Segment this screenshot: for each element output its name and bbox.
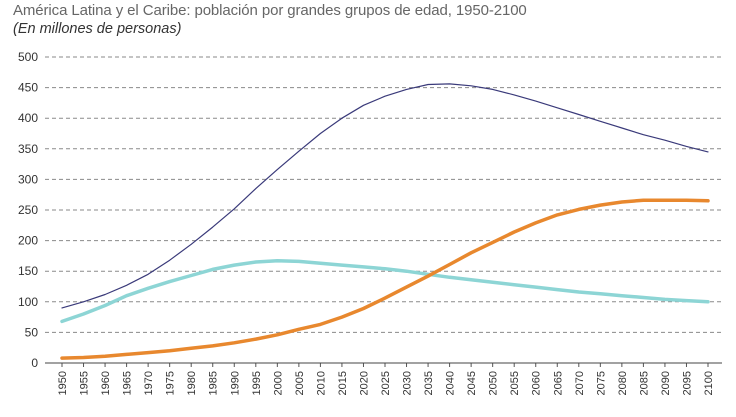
x-tick-label: 2030 xyxy=(402,371,414,395)
x-tick-label: 2025 xyxy=(380,371,392,395)
x-tick-label: 2075 xyxy=(595,371,607,395)
y-tick-label: 150 xyxy=(18,264,38,278)
x-tick-label: 1980 xyxy=(186,371,198,395)
x-tick-label: 2065 xyxy=(552,371,564,395)
series-line-1 xyxy=(61,83,709,309)
x-tick-label: 2060 xyxy=(531,371,543,395)
y-tick-label: 100 xyxy=(18,295,38,309)
chart-title: América Latina y el Caribe: población po… xyxy=(13,2,527,19)
y-axis-ticks: 0 50 100 150 200 250 300 350 400 450 500 xyxy=(18,50,38,370)
series-group xyxy=(60,83,710,360)
x-tick-label: 2005 xyxy=(294,371,306,395)
x-tick-label: 1955 xyxy=(79,371,91,395)
x-tick-label: 1965 xyxy=(122,371,134,395)
x-tick-label: 2035 xyxy=(423,371,435,395)
x-tick-label: 2070 xyxy=(574,371,586,395)
x-tick-label: 2010 xyxy=(315,371,327,395)
y-tick-label: 450 xyxy=(18,81,38,95)
x-tick-label: 2085 xyxy=(638,371,650,395)
y-tick-label: 400 xyxy=(18,111,38,125)
y-tick-label: 50 xyxy=(25,325,39,339)
y-tick-label: 250 xyxy=(18,203,38,217)
x-tick-label: 2045 xyxy=(466,371,478,395)
y-tick-label: 500 xyxy=(18,50,38,64)
chart-subtitle: (En millones de personas) xyxy=(13,21,182,37)
y-tick-label: 300 xyxy=(18,172,38,186)
x-tick-label: 2095 xyxy=(681,371,693,395)
x-tick-label: 1950 xyxy=(57,371,69,395)
y-tick-label: 200 xyxy=(18,234,38,248)
x-tick-label: 2040 xyxy=(445,371,457,395)
x-tick-label: 2090 xyxy=(660,371,672,395)
series-line-2 xyxy=(60,259,710,324)
x-tick-label: 1975 xyxy=(165,371,177,395)
x-axis-ticks: 1950 1955 1960 1965 1970 1975 1980 1985 1990 1995… xyxy=(57,363,715,395)
x-tick-label: 2015 xyxy=(337,371,349,395)
x-tick-label: 1970 xyxy=(143,371,155,395)
grid xyxy=(45,56,722,333)
x-tick-label: 2080 xyxy=(617,371,629,395)
x-tick-label: 1985 xyxy=(208,371,220,395)
series-line-3 xyxy=(60,198,710,360)
x-tick-label: 2000 xyxy=(272,371,284,395)
y-tick-label: 350 xyxy=(18,142,38,156)
x-tick-label: 2050 xyxy=(488,371,500,395)
x-tick-label: 2100 xyxy=(703,371,715,395)
x-tick-label: 2055 xyxy=(509,371,521,395)
x-tick-label: 2020 xyxy=(358,371,370,395)
x-tick-label: 1990 xyxy=(229,371,241,395)
x-tick-label: 1960 xyxy=(100,371,112,395)
x-tick-label: 1995 xyxy=(251,371,263,395)
y-tick-label: 0 xyxy=(31,356,38,370)
